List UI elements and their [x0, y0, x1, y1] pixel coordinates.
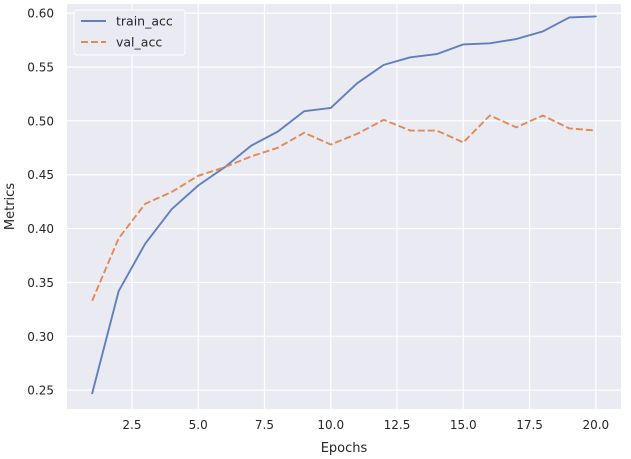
legend-label-train-acc: train_acc — [116, 14, 173, 29]
series-line-val-acc — [91, 114, 596, 302]
legend-label-val-acc: val_acc — [116, 35, 162, 50]
y-tick-label: 0.35 — [27, 276, 54, 290]
x-axis-label: Epochs — [321, 441, 368, 456]
plot-area — [67, 4, 621, 409]
grid — [67, 4, 621, 409]
x-tick-label: 12.5 — [384, 418, 411, 432]
y-tick-label: 0.60 — [27, 7, 54, 21]
series-line-train-acc — [91, 15, 597, 395]
y-tick-label: 0.25 — [27, 384, 54, 398]
x-tick-label: 20.0 — [582, 418, 609, 432]
y-tick-label: 0.40 — [27, 222, 54, 236]
series-lines — [91, 15, 597, 395]
y-tick-label: 0.50 — [27, 114, 54, 128]
legend: train_acc val_acc — [73, 9, 186, 56]
y-tick-label: 0.55 — [27, 61, 54, 75]
x-tick-label: 15.0 — [450, 418, 477, 432]
x-tick-label: 7.5 — [255, 418, 274, 432]
x-tick-label: 5.0 — [189, 418, 208, 432]
tick-labels: 2.5 5.0 7.5 10.0 12.5 15.0 17.5 20.0 0.25 0.30 0.3… — [27, 7, 609, 432]
y-axis-label: Metrics — [3, 183, 18, 230]
x-tick-label: 10.0 — [317, 418, 344, 432]
x-tick-label: 2.5 — [122, 418, 141, 432]
y-tick-label: 0.30 — [27, 330, 54, 344]
x-tick-label: 17.5 — [516, 418, 543, 432]
y-tick-label: 0.45 — [27, 168, 54, 182]
